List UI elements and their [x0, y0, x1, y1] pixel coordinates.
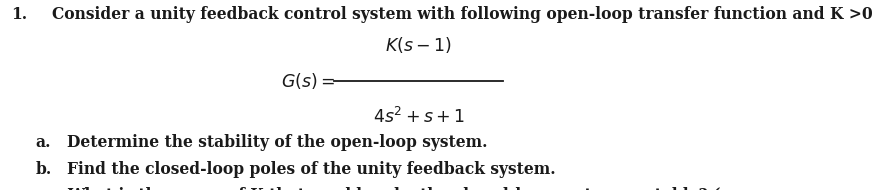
Text: $4s^2+s+1$: $4s^2+s+1$ — [372, 107, 465, 127]
Text: c.: c. — [36, 187, 51, 190]
Text: What is the range of K that would make the closed-loop system unstable? (: What is the range of K that would make t… — [67, 187, 720, 190]
Text: b.: b. — [36, 161, 52, 177]
Text: $G(s) =$: $G(s) =$ — [281, 71, 335, 91]
Text: Find the closed-loop poles of the unity feedback system.: Find the closed-loop poles of the unity … — [67, 161, 555, 177]
Text: 1.: 1. — [11, 6, 27, 23]
Text: Determine the stability of the open-loop system.: Determine the stability of the open-loop… — [67, 134, 487, 151]
Text: Consider a unity feedback control system with following open-loop transfer funct: Consider a unity feedback control system… — [52, 6, 872, 23]
Text: $K(s-1)$: $K(s-1)$ — [385, 35, 453, 55]
Text: a.: a. — [36, 134, 51, 151]
